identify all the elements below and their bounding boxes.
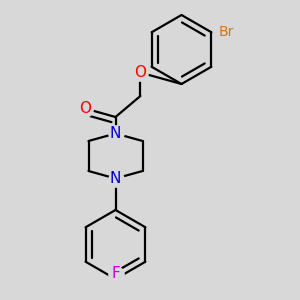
Text: N: N <box>110 126 121 141</box>
Text: O: O <box>134 65 146 80</box>
Text: O: O <box>80 101 92 116</box>
Text: Br: Br <box>219 25 234 38</box>
Text: N: N <box>110 171 121 186</box>
Text: F: F <box>111 266 120 281</box>
